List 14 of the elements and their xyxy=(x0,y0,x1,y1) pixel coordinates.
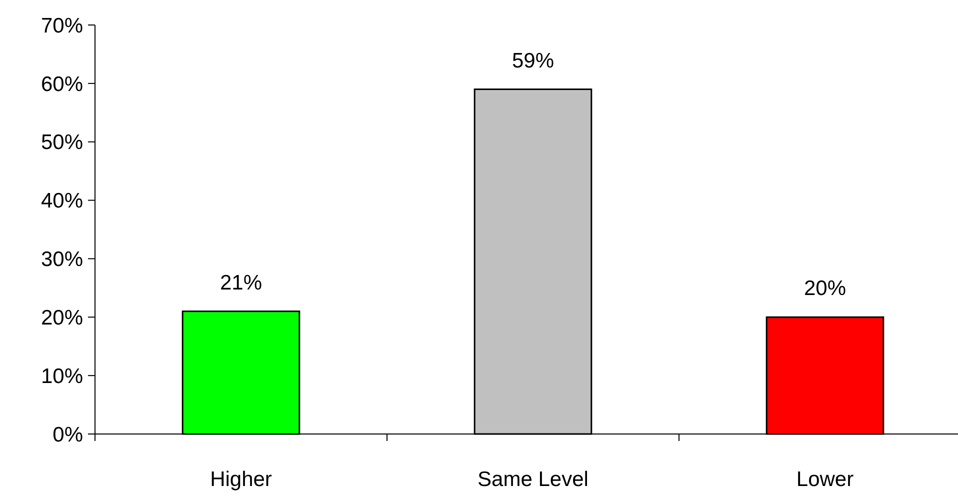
x-tick-label: Same Level xyxy=(478,468,588,491)
y-tick-label: 10% xyxy=(40,364,83,388)
data-label: 20% xyxy=(804,277,846,300)
y-tick-label: 40% xyxy=(40,190,83,213)
y-tick-label: 60% xyxy=(40,72,83,96)
data-label: 59% xyxy=(512,49,554,72)
y-tick-label: 0% xyxy=(52,423,83,446)
y-tick-label: 50% xyxy=(40,131,83,154)
y-tick-label: 20% xyxy=(40,306,83,330)
y-tick-label: 70% xyxy=(40,14,83,38)
x-tick-label: Lower xyxy=(796,468,854,491)
x-tick-label: Higher xyxy=(210,468,272,491)
data-label: 21% xyxy=(220,271,262,294)
y-tick-label: 30% xyxy=(40,248,83,272)
